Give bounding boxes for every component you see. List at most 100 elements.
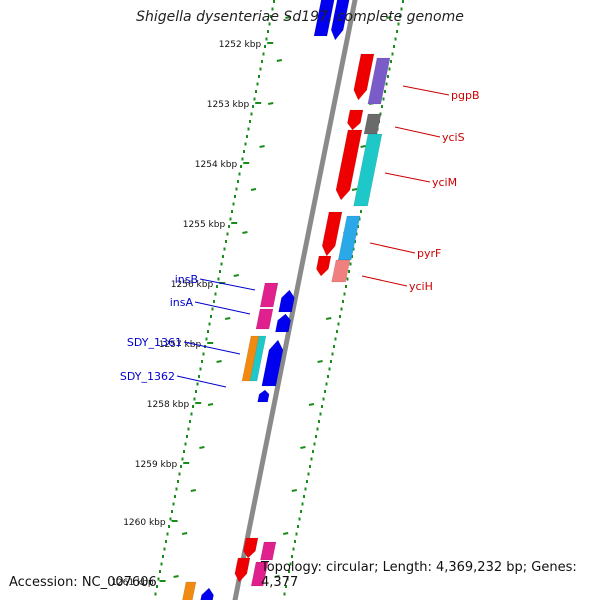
inner-dot xyxy=(181,457,184,461)
outer-dot xyxy=(397,22,400,26)
lane-mark xyxy=(173,575,179,578)
leader-line xyxy=(384,172,431,183)
gene-label-SDY_1362: SDY_1362 xyxy=(120,370,175,383)
outer-dot xyxy=(294,540,296,543)
tick-label: 1254 kbp xyxy=(195,160,238,170)
inner-dot xyxy=(201,360,203,363)
inner-dot xyxy=(202,352,205,356)
gene-arrow xyxy=(347,109,364,131)
gene-arrow xyxy=(243,537,259,559)
gene-arrow xyxy=(278,289,295,313)
outer-dot xyxy=(336,330,338,333)
gene-arrow xyxy=(331,259,351,283)
inner-dot xyxy=(199,367,202,371)
inner-dot xyxy=(235,187,238,191)
outer-dot xyxy=(324,390,326,393)
gene-arrow xyxy=(337,215,361,261)
lane-mark xyxy=(326,317,332,320)
inner-dot xyxy=(265,37,268,41)
outer-dot xyxy=(352,247,355,251)
gene-arrow xyxy=(255,308,274,330)
outer-dot xyxy=(381,105,383,108)
gene-arrow xyxy=(313,0,335,37)
genome-summary: Topology: circular; Length: 4,369,232 bp… xyxy=(261,560,577,590)
inner-dot xyxy=(168,525,170,528)
inner-dot xyxy=(213,300,215,303)
inner-dot xyxy=(253,97,256,101)
gene-arrow xyxy=(200,587,214,600)
lane-mark xyxy=(274,575,280,578)
inner-dot xyxy=(261,60,263,63)
outer-dot xyxy=(355,232,358,236)
lane-mark xyxy=(351,188,358,191)
inner-dot xyxy=(163,547,166,551)
inner-dot xyxy=(243,150,245,153)
lane-mark xyxy=(283,532,289,535)
inner-dot xyxy=(211,307,214,311)
leader-line xyxy=(176,375,227,388)
gene-label-yciH: yciH xyxy=(409,280,433,293)
inner-dot xyxy=(216,285,218,288)
gene-arrow xyxy=(353,53,375,101)
outer-dot xyxy=(297,525,299,528)
outer-dot xyxy=(303,495,305,498)
inner-dot xyxy=(186,435,188,438)
inner-dot xyxy=(262,52,265,56)
outer-dot xyxy=(300,510,302,513)
leader-line xyxy=(369,242,416,254)
gene-arrow xyxy=(353,133,383,207)
outer-dot xyxy=(285,585,287,588)
inner-dot xyxy=(207,330,209,333)
outer-dot xyxy=(313,442,316,446)
inner-dot xyxy=(264,45,266,48)
lane-mark xyxy=(216,360,222,363)
outer-dot xyxy=(322,397,325,401)
inner-dot xyxy=(183,450,185,453)
outer-dot xyxy=(331,352,334,356)
inner-dot xyxy=(226,232,229,236)
leader-line xyxy=(183,341,241,355)
outer-dot xyxy=(292,547,295,551)
inner-dot xyxy=(238,172,241,176)
leader-line xyxy=(402,85,450,96)
outer-dot xyxy=(343,292,346,296)
outer-dot xyxy=(286,577,289,581)
lane-mark xyxy=(259,145,265,148)
outer-dot xyxy=(288,570,290,573)
outer-dot xyxy=(357,225,359,228)
outer-dot xyxy=(339,315,341,318)
outer-dot xyxy=(345,285,347,288)
genome-backbone xyxy=(232,0,358,600)
inner-dot xyxy=(180,465,182,468)
leader-line xyxy=(361,275,408,287)
outer-dot xyxy=(385,82,388,86)
gene-label-yciS: yciS xyxy=(442,131,465,144)
inner-dot xyxy=(195,390,197,393)
inner-dot xyxy=(229,217,232,221)
inner-dot xyxy=(259,67,262,71)
outer-dot xyxy=(340,307,343,311)
leader-line xyxy=(394,126,441,138)
outer-dot xyxy=(334,337,337,341)
inner-dot xyxy=(240,165,242,168)
inner-dot xyxy=(177,480,179,483)
inner-dot xyxy=(184,442,187,446)
lane-mark xyxy=(386,16,392,19)
inner-dot xyxy=(222,255,224,258)
outer-dot xyxy=(307,472,310,476)
genome-title: Shigella dysenteriae Sd197, complete gen… xyxy=(136,9,464,25)
gene-label-pgpB: pgpB xyxy=(451,89,480,102)
outer-dot xyxy=(349,262,352,266)
inner-dot xyxy=(172,502,175,506)
gene-arrow xyxy=(182,581,197,600)
outer-dot xyxy=(396,30,398,33)
lane-mark xyxy=(182,532,188,535)
tick-label: 1256 kbp xyxy=(171,280,214,290)
outer-dot xyxy=(316,427,319,431)
inner-dot xyxy=(244,142,247,146)
tick-label: 1257 kbp xyxy=(159,340,202,350)
gene-arrow xyxy=(330,0,350,41)
lane-mark xyxy=(360,145,366,148)
gene-label-insB: insB xyxy=(175,273,198,286)
inner-dot xyxy=(210,315,212,318)
